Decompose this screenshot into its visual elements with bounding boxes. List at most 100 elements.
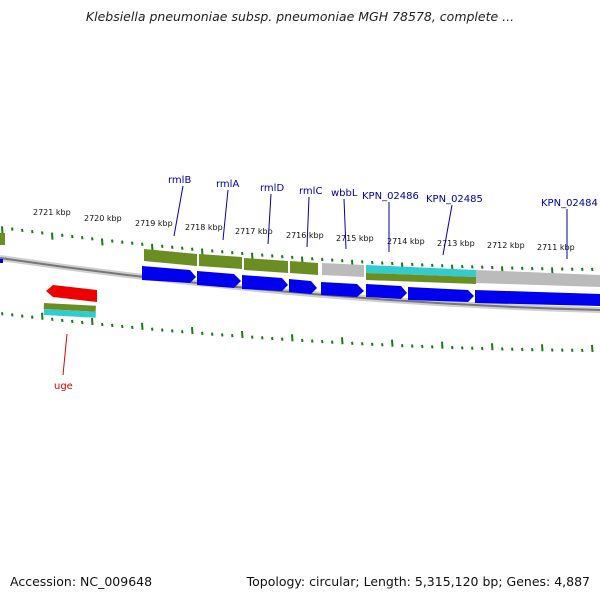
lower-tick	[551, 348, 554, 352]
upper-tick	[561, 267, 564, 271]
gene-label-rmlA[interactable]: rmlA	[216, 179, 239, 190]
lower-tick	[491, 343, 494, 351]
lower-tick	[1, 312, 4, 316]
upper-tick	[221, 250, 224, 254]
gene-rmlA[interactable]	[199, 254, 242, 269]
upper-tick	[291, 255, 294, 260]
lower-tick	[201, 331, 204, 336]
cds-rmlA[interactable]	[197, 271, 241, 288]
gene-label-KPN-02485[interactable]: KPN_02485	[426, 194, 483, 205]
cds-KPN-02484[interactable]	[475, 290, 600, 306]
uge-feature	[43, 285, 97, 376]
gene-KPN-02484[interactable]	[476, 270, 600, 287]
lower-tick	[311, 339, 314, 343]
cds-rmlC[interactable]	[289, 279, 317, 294]
upper-tick	[141, 242, 144, 246]
lower-tick	[441, 341, 444, 349]
upper-tick	[421, 263, 424, 267]
kbp-label: 2711 kbp	[537, 243, 575, 252]
lower-tick	[91, 317, 94, 326]
lower-tick-row	[1, 312, 594, 353]
upper-tick	[171, 245, 174, 249]
lower-tick	[511, 347, 514, 351]
kbp-label: 2712 kbp	[487, 241, 525, 250]
lower-tick	[531, 347, 534, 352]
lower-tick	[71, 319, 74, 324]
lower-tick	[571, 348, 574, 352]
lower-tick	[421, 344, 424, 349]
lower-tick	[371, 342, 374, 346]
lower-tick	[331, 340, 334, 344]
lower-tick	[581, 348, 584, 353]
upper-tick	[311, 257, 314, 261]
accession-text: Accession: NC_009648	[10, 574, 153, 589]
uge-trna-bar[interactable]	[43, 309, 96, 318]
kbp-label: 2719 kbp	[135, 219, 173, 228]
cds-KPN-02486[interactable]	[366, 284, 407, 299]
lower-tick	[291, 334, 294, 342]
lower-tick	[431, 345, 434, 349]
upper-tick	[391, 261, 394, 266]
uge-highlight-arrow[interactable]	[46, 285, 97, 302]
upper-tick	[531, 266, 534, 271]
kbp-label: 2717 kbp	[235, 227, 273, 236]
upper-tick	[51, 232, 54, 240]
cds-rmlB[interactable]	[142, 266, 196, 283]
gene-rmlC[interactable]	[290, 261, 318, 275]
lower-tick	[121, 324, 124, 329]
upper-tick	[81, 236, 84, 240]
upper-tick	[121, 240, 124, 244]
upper-tick	[241, 251, 244, 256]
upper-tick	[441, 264, 444, 268]
cds-wbbL[interactable]	[321, 282, 364, 297]
upper-tick	[571, 267, 574, 271]
upper-tick	[111, 239, 114, 243]
gene-label-rmlD[interactable]: rmlD	[260, 183, 284, 194]
upper-tick	[1, 226, 4, 234]
gene-KPN-02486[interactable]	[366, 273, 476, 284]
upper-tick	[261, 253, 264, 257]
lower-tick	[351, 341, 354, 345]
upper-tick	[11, 227, 14, 231]
uge-gene-bar[interactable]	[43, 303, 96, 312]
kbp-label: 2714 kbp	[387, 237, 425, 246]
kbp-label: 2713 kbp	[437, 239, 475, 248]
cds-rmlD[interactable]	[242, 275, 288, 291]
gene-label-KPN-02486[interactable]: KPN_02486	[362, 191, 419, 202]
highlight-label-uge[interactable]: uge	[54, 381, 73, 392]
upper-tick	[271, 254, 274, 258]
lower-tick	[521, 347, 524, 352]
lower-tick	[281, 337, 284, 341]
lower-tick	[81, 320, 84, 325]
lower-tick	[191, 327, 194, 335]
cds-KPN-02485[interactable]	[408, 287, 474, 302]
gene-label-rmlC[interactable]: rmlC	[299, 186, 322, 197]
map-title: Klebsiella pneumoniae subsp. pneumoniae …	[85, 9, 515, 24]
lower-tick	[321, 339, 324, 344]
gene-label-rmlB[interactable]: rmlB	[168, 175, 191, 186]
gene-rmlB[interactable]	[144, 249, 197, 266]
lower-tick	[451, 345, 454, 350]
lower-tick	[211, 332, 214, 336]
upper-tick	[581, 267, 584, 272]
upper-tick	[361, 260, 364, 264]
upper-tick	[461, 264, 464, 269]
upper-tick	[431, 263, 434, 268]
lower-tick	[131, 325, 134, 330]
gene-rmlD[interactable]	[244, 258, 288, 273]
upper-tick	[131, 241, 134, 245]
lower-tick	[541, 344, 544, 352]
lower-tick	[411, 344, 414, 348]
lower-tick	[561, 348, 564, 352]
lower-tick	[221, 333, 224, 337]
gene-label-KPN-02484[interactable]: KPN_02484	[541, 198, 598, 209]
upper-tick	[91, 237, 94, 241]
lower-tick	[141, 322, 144, 330]
lower-tick	[481, 346, 484, 351]
gene-wbbL[interactable]	[322, 263, 364, 277]
gene-label-wbbL[interactable]: wbbL	[331, 188, 358, 199]
kbp-label: 2716 kbp	[286, 231, 324, 240]
partial-gene-left[interactable]	[0, 233, 5, 245]
partial-marker-left	[0, 259, 3, 263]
